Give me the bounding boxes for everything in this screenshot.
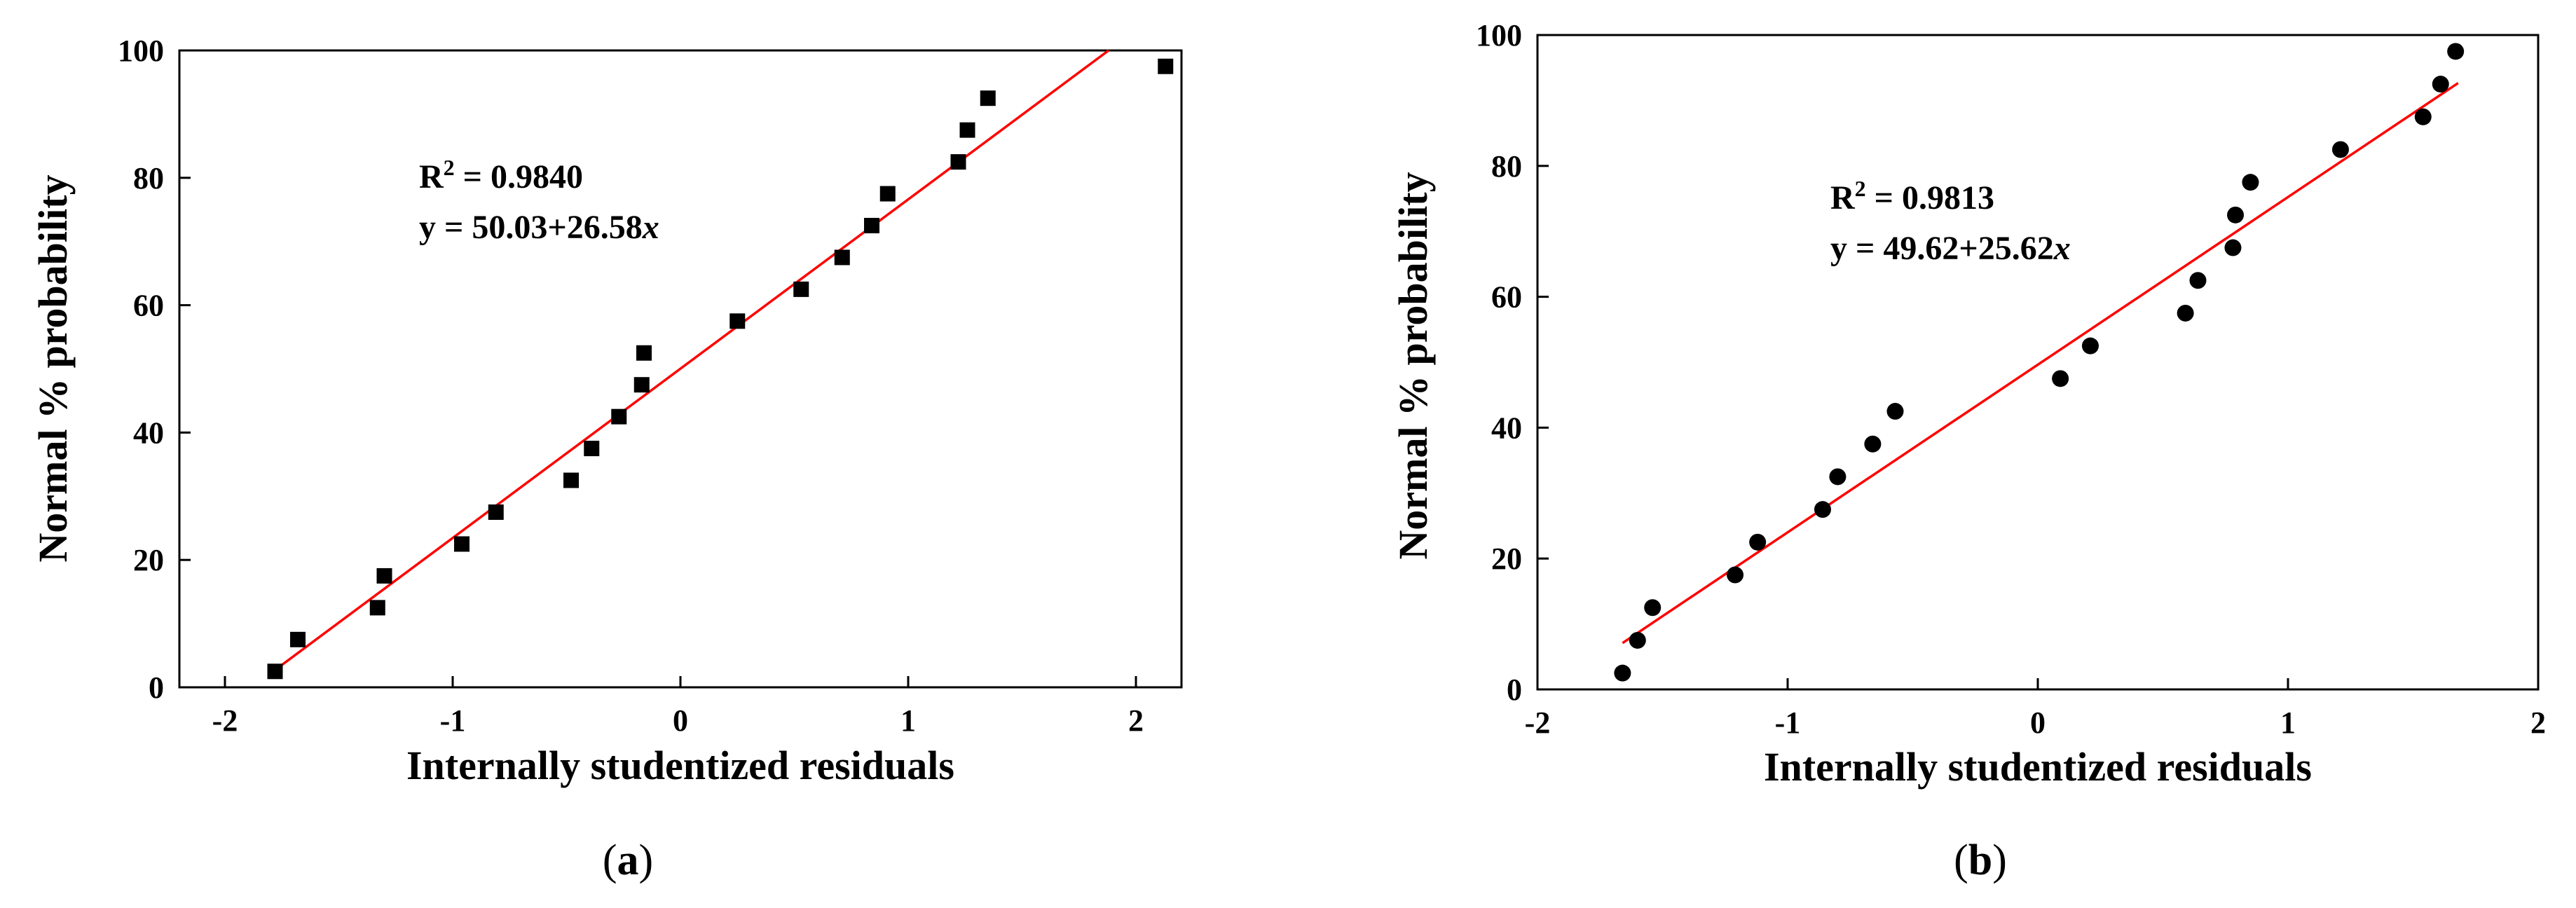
y-tick-label-b: 40 [1491,411,1522,445]
y-tick-label-b: 100 [1476,18,1522,53]
panel-caption-a: (a) [603,837,653,884]
panel-caption-b: (b) [1954,837,2007,884]
plot-frame-b [1536,34,2540,691]
x-tick-label-b: 1 [2280,706,2296,740]
y-tick-label-b: 80 [1491,149,1522,184]
data-point-b [1814,501,1831,518]
data-point-b [2224,239,2242,256]
data-point-a [267,663,283,680]
data-point-b [1829,468,1847,486]
data-point-b [1614,664,1631,682]
x-tick-label-a: -1 [440,703,466,738]
data-point-a [369,600,385,616]
y-tick-label-b: 60 [1491,280,1522,315]
data-point-a [1158,58,1174,74]
data-point-b [2052,370,2069,387]
data-point-a [834,249,850,266]
data-point-b [2081,337,2099,355]
y-tick-label-a: 20 [133,543,164,577]
data-point-b [2189,272,2207,289]
x-tick-label-a: 2 [1128,703,1144,738]
data-point-b [2331,141,2349,158]
data-point-b [2227,206,2245,223]
data-point-b [2432,76,2449,93]
data-point-a [376,568,392,584]
x-tick-label-a: 1 [900,703,916,738]
y-tick-label-b: 0 [1507,673,1522,707]
x-axis-title-b: Internally studentized residuals [1764,744,2312,790]
data-point-b [1644,599,1662,617]
data-point-b [2447,43,2465,60]
data-point-b [1727,566,1744,584]
y-axis-title-a: Normal % probability [30,174,76,562]
data-point-b [1886,403,1904,420]
data-point-a [633,377,650,393]
data-point-a [879,186,896,202]
fit-line-b [1622,82,2459,645]
x-tick-label-a: -2 [212,703,238,738]
annotation-r2-a: R2 = 0.9840 [419,155,583,195]
data-point-a [636,345,652,361]
y-tick-label-a: 100 [118,34,164,68]
y-tick-label-a: 60 [133,289,164,323]
data-point-b [2242,174,2259,191]
x-tick-label-b: 2 [2530,706,2546,740]
x-tick-label-b: -1 [1775,706,1801,740]
data-point-b [2414,108,2432,125]
data-point-a [959,122,975,138]
data-point-b [1864,435,1882,453]
data-point-a [793,281,809,297]
x-tick-label-b: -2 [1525,706,1551,740]
annotation-r2-b: R2 = 0.9813 [1830,176,1994,216]
data-point-a [290,631,306,647]
y-tick-label-a: 0 [149,670,164,705]
r2-superscript-b: 2 [1855,176,1866,201]
data-point-a [488,504,504,521]
y-axis-title-b: Normal % probability [1390,172,1436,559]
fit-line-a [274,49,1110,671]
data-point-a [584,441,600,457]
data-point-a [729,313,746,329]
x-tick-label-a: 0 [673,703,688,738]
data-point-a [950,154,966,170]
x-tick-label-b: 0 [2030,706,2046,740]
data-point-b [1629,631,1646,649]
y-tick-label-b: 20 [1491,542,1522,576]
data-point-a [864,217,879,233]
annotation-equation-b: y = 49.62+25.62x [1830,230,2071,267]
data-point-a [454,536,470,552]
r2-superscript-a: 2 [444,155,455,180]
data-point-b [2177,304,2194,322]
data-point-a [611,408,627,425]
x-axis-title-a: Internally studentized residuals [406,743,954,788]
data-point-b [1749,533,1767,551]
y-tick-label-a: 80 [133,161,164,195]
y-tick-label-a: 40 [133,415,164,450]
data-point-a [563,472,579,488]
data-point-a [980,90,996,106]
annotation-equation-a: y = 50.03+26.58x [419,209,659,246]
